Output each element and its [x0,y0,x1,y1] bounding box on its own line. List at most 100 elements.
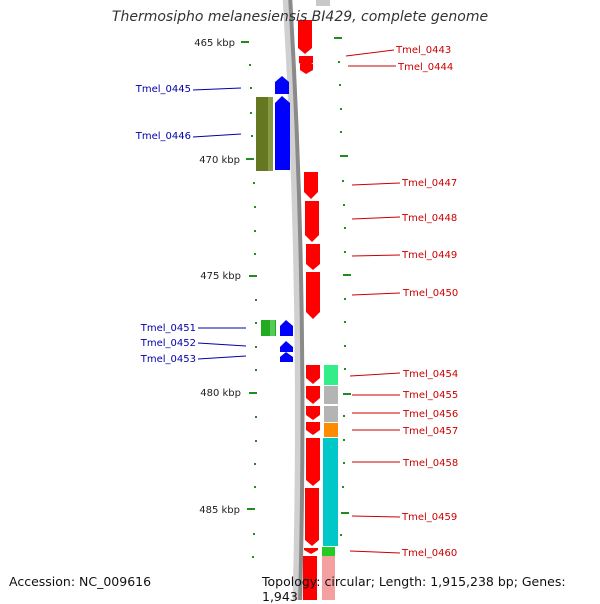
gene-tmel-0447[interactable] [304,172,318,199]
gene-tmel-0454[interactable] [306,365,320,384]
connector-tmel-0452 [197,342,247,347]
label-tmel-0447[interactable]: Tmel_0447 [401,178,457,189]
left-tick-4 [253,182,255,184]
gene-tmel-0456[interactable] [306,406,320,420]
left-tick-17 [252,556,254,558]
gene-tmel-0457[interactable] [306,422,320,435]
right-tick-1 [338,61,340,63]
label-connectors [192,49,401,554]
gene-tmel-0444b[interactable] [300,64,313,74]
backbone-line [288,0,305,600]
gene-tmel-0445[interactable] [275,76,289,94]
label-tmel-0448[interactable]: Tmel_0448 [401,213,457,224]
gene-tmel-0458[interactable] [306,438,320,486]
forward-gene-labels: Tmel_0443 Tmel_0444 Tmel_0447 Tmel_0448 … [395,45,458,559]
right-tick-8 [344,227,346,229]
right-tick-3 [340,108,342,110]
kbp-tick-475 [249,275,257,277]
left-tick-15 [254,486,256,488]
right-tick-17 [343,439,345,441]
label-tmel-0460[interactable]: Tmel_0460 [401,548,457,559]
label-tmel-0451[interactable]: Tmel_0451 [140,323,196,334]
category-block-grey-1 [324,386,338,404]
gene-tmel-0448[interactable] [305,201,319,242]
kbp-tick-480 [249,392,257,394]
right-tick-7 [343,204,345,206]
gene-tmel-0446[interactable] [275,96,290,170]
connector-tmel-0450 [351,292,401,296]
label-tmel-0454[interactable]: Tmel_0454 [402,369,458,380]
right-tick-10 [343,274,351,276]
right-tick-16 [343,415,345,417]
label-tmel-0456[interactable]: Tmel_0456 [402,409,458,420]
connector-tmel-0443 [345,49,395,57]
right-tick-20 [341,512,349,514]
gene-tmel-0460[interactable] [304,548,318,554]
kbp-label-485: 485 kbp [199,505,240,516]
gene-tmel-0453[interactable] [280,352,293,362]
left-tick-8 [255,299,257,301]
left-tick-0 [249,64,251,66]
label-tmel-0452[interactable]: Tmel_0452 [140,338,196,349]
right-tick-18 [343,462,345,464]
connector-tmel-0460 [349,550,401,554]
connector-tmel-0454 [349,372,401,377]
left-tick-7 [254,253,256,255]
right-tick-9 [344,251,346,253]
label-tmel-0458[interactable]: Tmel_0458 [402,458,458,469]
kbp-label-475: 475 kbp [200,271,241,282]
gene-tmel-0459[interactable] [305,488,319,546]
genome-backbone [282,0,335,600]
gene-tmel-0455[interactable] [306,386,320,404]
right-tick-14 [344,368,346,370]
kbp-tick-470 [246,158,254,160]
gene-tmel-0450[interactable] [306,272,320,319]
right-tick-2 [339,84,341,86]
pink-track-bottom [322,556,335,600]
gene-tmel-0449[interactable] [306,244,320,270]
label-tmel-0453[interactable]: Tmel_0453 [140,354,196,365]
right-tick-15 [343,393,351,395]
gene-tmel-0451[interactable] [280,320,293,336]
forward-genes [298,20,320,554]
connector-tmel-0453 [197,355,247,360]
label-tmel-0444[interactable]: Tmel_0444 [397,62,453,73]
left-ticks [249,64,257,558]
label-tmel-0446[interactable]: Tmel_0446 [135,131,191,142]
left-tick-16 [253,533,255,535]
gene-tmel-0452[interactable] [280,341,293,352]
category-block-olive-light [268,97,273,171]
right-tick-13 [344,345,346,347]
category-track [322,365,338,556]
kbp-tick-465 [241,41,249,43]
left-tick-6 [254,230,256,232]
category-block-grey-2 [324,406,338,422]
right-tick-4 [340,131,342,133]
label-tmel-0443[interactable]: Tmel_0443 [395,45,451,56]
gene-tmel-0443[interactable] [298,20,312,54]
kbp-label-470: 470 kbp [199,155,240,166]
label-tmel-0445[interactable]: Tmel_0445 [135,84,191,95]
label-tmel-0457[interactable]: Tmel_0457 [402,426,458,437]
red-track-bottom [303,556,317,600]
label-tmel-0450[interactable]: Tmel_0450 [402,288,458,299]
right-tick-0 [334,37,342,39]
category-block-teal [323,438,338,546]
right-tick-19 [342,486,344,488]
left-tick-5 [254,206,256,208]
kbp-label-480: 480 kbp [200,388,241,399]
label-tmel-0449[interactable]: Tmel_0449 [401,250,457,261]
label-tmel-0455[interactable]: Tmel_0455 [402,390,458,401]
left-tick-10 [255,346,257,348]
genome-title: Thermosipho melanesiensis BI429, complet… [111,9,489,25]
right-tick-6 [342,180,344,182]
connector-tmel-0445 [192,87,242,91]
backbone-shadow [282,0,302,600]
right-tick-12 [344,321,346,323]
kbp-tick-485 [247,508,255,510]
left-tick-9 [255,322,257,324]
connector-tmel-0448 [351,216,401,220]
label-tmel-0459[interactable]: Tmel_0459 [401,512,457,523]
accession-text: Accession: NC_009616 [9,574,152,589]
